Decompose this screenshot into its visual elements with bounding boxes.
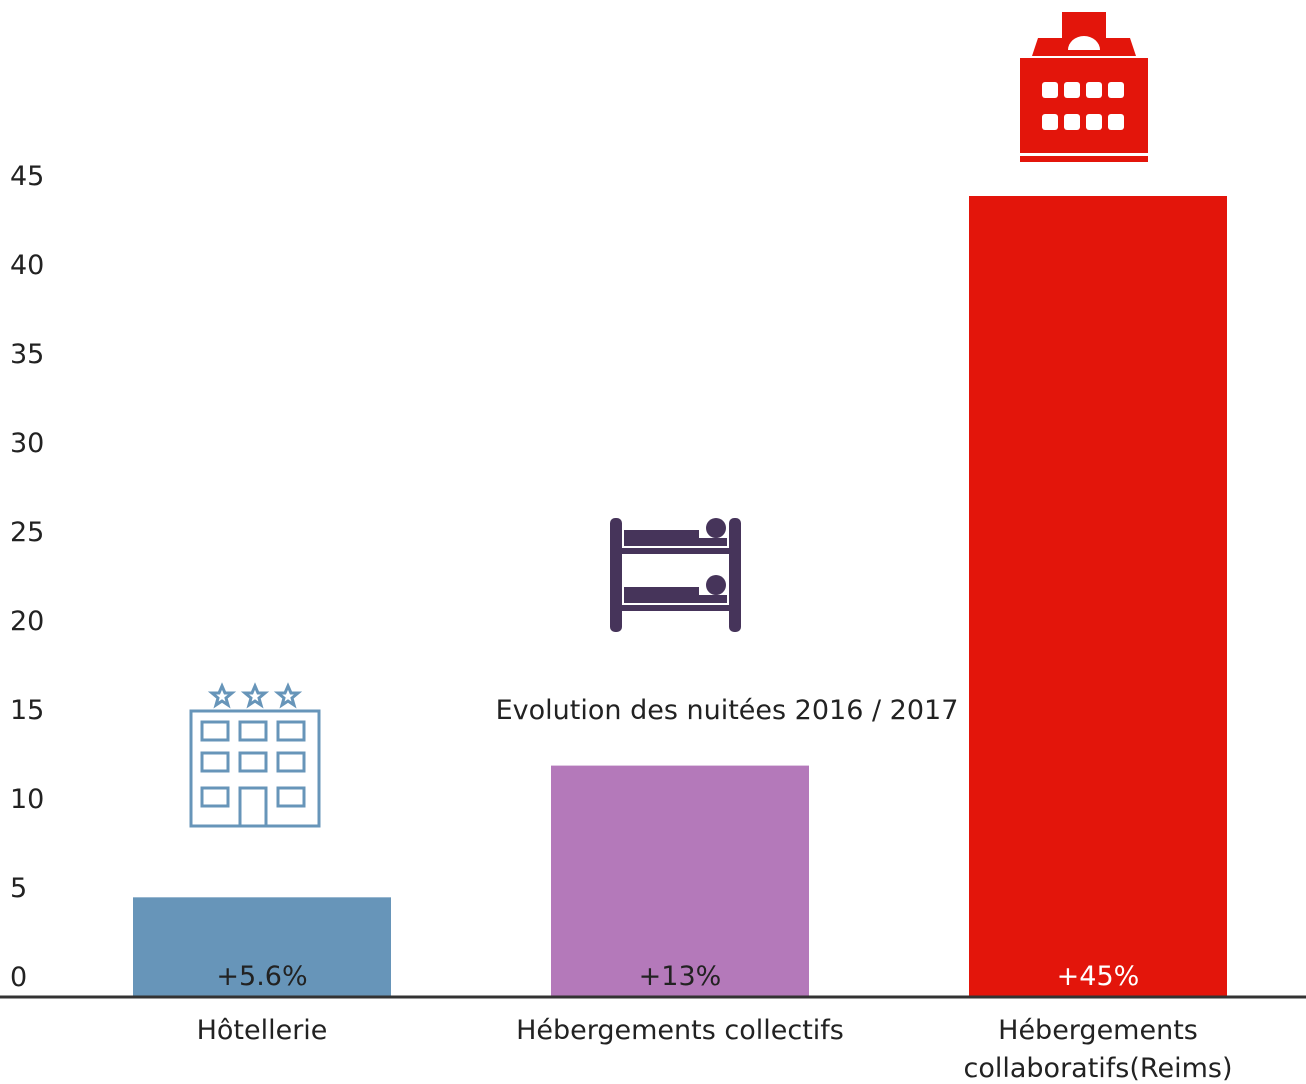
y-tick-label: 35 [10, 339, 44, 370]
bar [551, 765, 809, 997]
value-label: +13% [639, 961, 722, 992]
bar [969, 196, 1227, 997]
y-tick-label: 15 [10, 695, 44, 726]
x-tick-label: Hôtellerie [196, 1015, 328, 1046]
y-tick-label: 25 [10, 517, 44, 548]
value-label: +45% [1057, 961, 1140, 992]
y-tick-label: 45 [10, 161, 44, 192]
y-tick-label: 5 [10, 873, 27, 904]
x-tick-label: Hébergements collectifs [516, 1015, 844, 1046]
annotation: Evolution des nuitées 2016 / 2017 [496, 695, 959, 726]
y-tick-label: 30 [10, 428, 44, 459]
bunk-bed-icon [610, 518, 741, 632]
hotel-icon [189, 682, 321, 828]
value-label: +5.6% [216, 961, 307, 992]
y-tick-label: 20 [10, 606, 44, 637]
bar [133, 897, 391, 997]
building-icon [1020, 12, 1148, 162]
y-tick-label: 10 [10, 784, 44, 815]
y-tick-label: 0 [10, 962, 27, 993]
x-tick-label: Hébergements collaboratifs(Reims) [963, 1015, 1233, 1084]
y-tick-label: 40 [10, 250, 44, 281]
